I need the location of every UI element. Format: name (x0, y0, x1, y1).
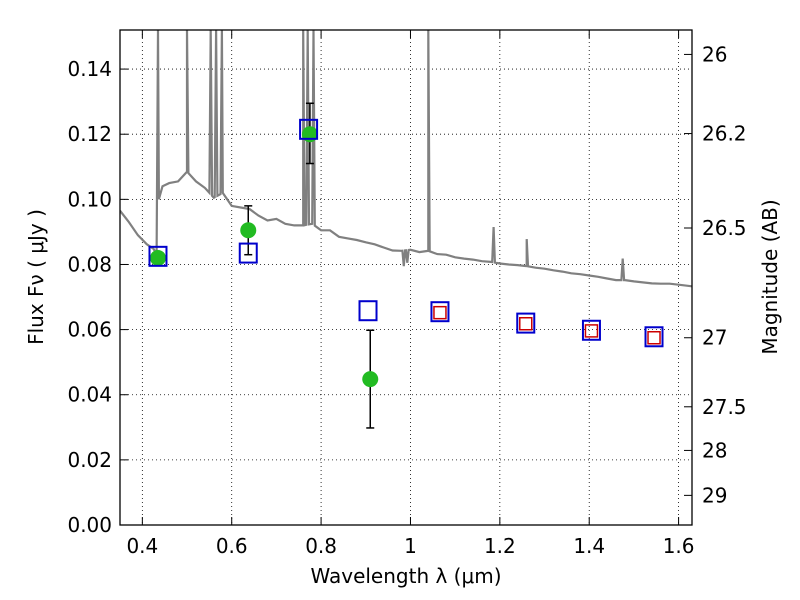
model-red-point (519, 316, 533, 331)
y-tick-label: 0.06 (67, 318, 112, 342)
model-blue-point (430, 301, 450, 323)
observed-point (362, 371, 379, 388)
y2-tick-label: 27.5 (702, 395, 747, 419)
model-blue-point (581, 319, 601, 341)
y-tick-label: 0.08 (67, 252, 112, 276)
y2-tick-label: 29 (702, 483, 727, 507)
x-tick-label: 0.8 (305, 534, 337, 558)
y-tick-label: 0.04 (67, 383, 112, 407)
model-blue-point (299, 118, 319, 140)
y2-tick-label: 27 (702, 326, 727, 350)
x-tick-label: 0.4 (126, 534, 158, 558)
y-tick-label: 0.12 (67, 122, 112, 146)
x-tick-label: 0.6 (216, 534, 248, 558)
y2-tick-label: 28 (702, 438, 727, 462)
model-blue-point (358, 300, 378, 322)
y-tick-label: 0.10 (67, 187, 112, 211)
y2-axis: 26 26.2 26.5 27 27.5 28 29 (684, 42, 747, 507)
y2-axis-label: Magnitude (AB) (758, 199, 782, 354)
model-blue-point (148, 245, 168, 267)
x-axis-label: Wavelength λ (μm) (310, 564, 501, 588)
y2-tick-label: 26.2 (702, 122, 747, 146)
model-blue-point (238, 242, 258, 264)
y-tick-label: 0.14 (67, 57, 112, 81)
observed-point (240, 222, 257, 239)
y-axis-label: Flux Fν ( μJy ) (24, 209, 48, 345)
plot-frame (119, 29, 693, 526)
points-layer (148, 102, 664, 429)
x-tick-label: 1.6 (663, 534, 695, 558)
y-tick-label: 0.00 (67, 513, 112, 537)
model-red-point (647, 330, 661, 345)
y2-tick-label: 26 (702, 42, 727, 66)
x-axis: 0.4 0.6 0.8 1 1.2 1.4 1.6 (126, 30, 695, 558)
model-blue-point (644, 326, 664, 348)
y-axis: 0.00 0.02 0.04 0.06 0.08 0.10 0.12 0.14 (67, 57, 128, 537)
x-tick-label: 1.2 (484, 534, 516, 558)
model-red-point (584, 324, 599, 338)
model-blue-point (516, 312, 536, 334)
x-tick-label: 1.4 (573, 534, 605, 558)
y-tick-label: 0.02 (67, 448, 112, 472)
spectrum-layer (120, 30, 692, 288)
observed-point (149, 249, 166, 266)
spectrum-line (120, 30, 692, 288)
y2-tick-label: 26.5 (702, 216, 747, 240)
model-red-point (433, 305, 447, 320)
x-tick-label: 1 (404, 534, 417, 558)
